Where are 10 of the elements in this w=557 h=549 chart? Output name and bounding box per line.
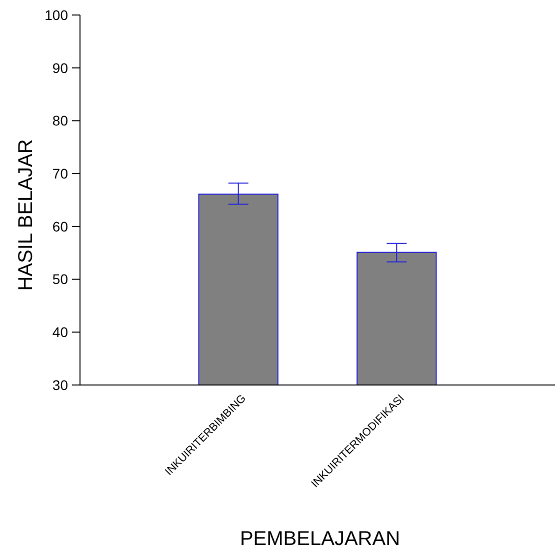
y-tick-label: 90 xyxy=(52,60,68,76)
y-tick-label: 100 xyxy=(44,6,68,23)
y-tick-label: 30 xyxy=(52,376,68,393)
y-tick-label: 70 xyxy=(52,165,68,182)
y-axis-title: HASIL BELAJAR xyxy=(15,139,37,291)
x-axis-title: PEMBELAJARAN xyxy=(240,528,400,549)
y-tick-label: 80 xyxy=(52,112,68,129)
y-tick-label: 40 xyxy=(52,324,68,340)
y-tick-label: 50 xyxy=(52,271,68,288)
y-tick-label: 60 xyxy=(52,218,68,234)
